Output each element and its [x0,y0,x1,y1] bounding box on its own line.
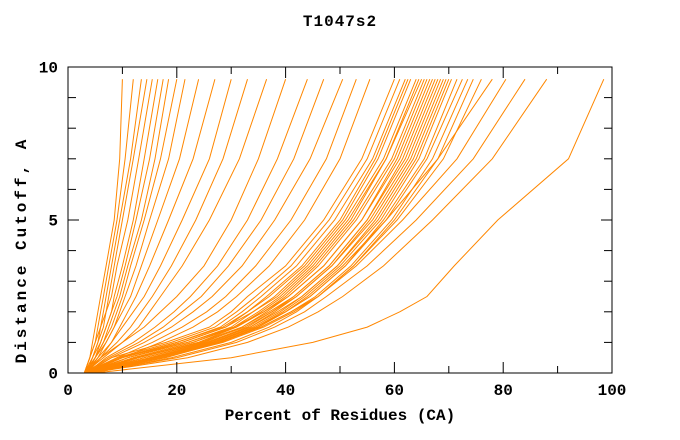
model-curve [86,79,428,374]
model-curve [86,79,401,374]
model-curve [92,78,507,374]
model-curve [86,79,308,374]
x-tick-label: 100 [598,382,627,400]
model-curve [89,78,548,374]
model-curve [84,78,423,374]
model-curve [86,79,170,374]
x-tick-label: 80 [494,382,513,400]
model-curve [86,79,371,374]
model-curve [83,79,153,374]
model-curve [83,79,123,374]
model-curve [84,79,412,374]
model-curve [84,79,395,374]
model-curve [86,79,248,374]
y-tick-label: 0 [48,366,58,384]
model-curve [83,79,287,374]
model-curve [86,79,444,374]
model-curve [86,79,439,374]
x-tick-label: 40 [276,382,295,400]
model-curve [89,78,482,374]
model-curve [89,78,526,374]
x-tick-label: 0 [63,382,73,400]
y-tick-label: 10 [39,60,58,78]
x-axis-title: Percent of Residues (CA) [224,407,456,425]
model-curve [83,79,268,374]
model-curve [84,79,433,374]
y-tick-label: 5 [48,213,58,231]
model-curve [89,78,493,374]
model-curve [83,79,200,374]
model-curve [83,79,164,374]
model-curve [83,79,232,374]
model-curve [83,79,148,374]
x-tick-label: 60 [385,382,404,400]
model-curve [86,79,159,374]
model-curve [95,78,605,374]
model-curve [86,79,216,374]
x-tick-label: 20 [167,382,186,400]
model-curve [86,79,186,374]
model-curve [83,79,178,374]
model-curve [89,79,409,374]
model-curve [89,78,463,374]
model-curve [84,79,325,374]
plot-title: T1047s2 [302,13,378,31]
model-curve [86,79,344,374]
model-curve [84,79,357,374]
model-curve [86,79,450,374]
